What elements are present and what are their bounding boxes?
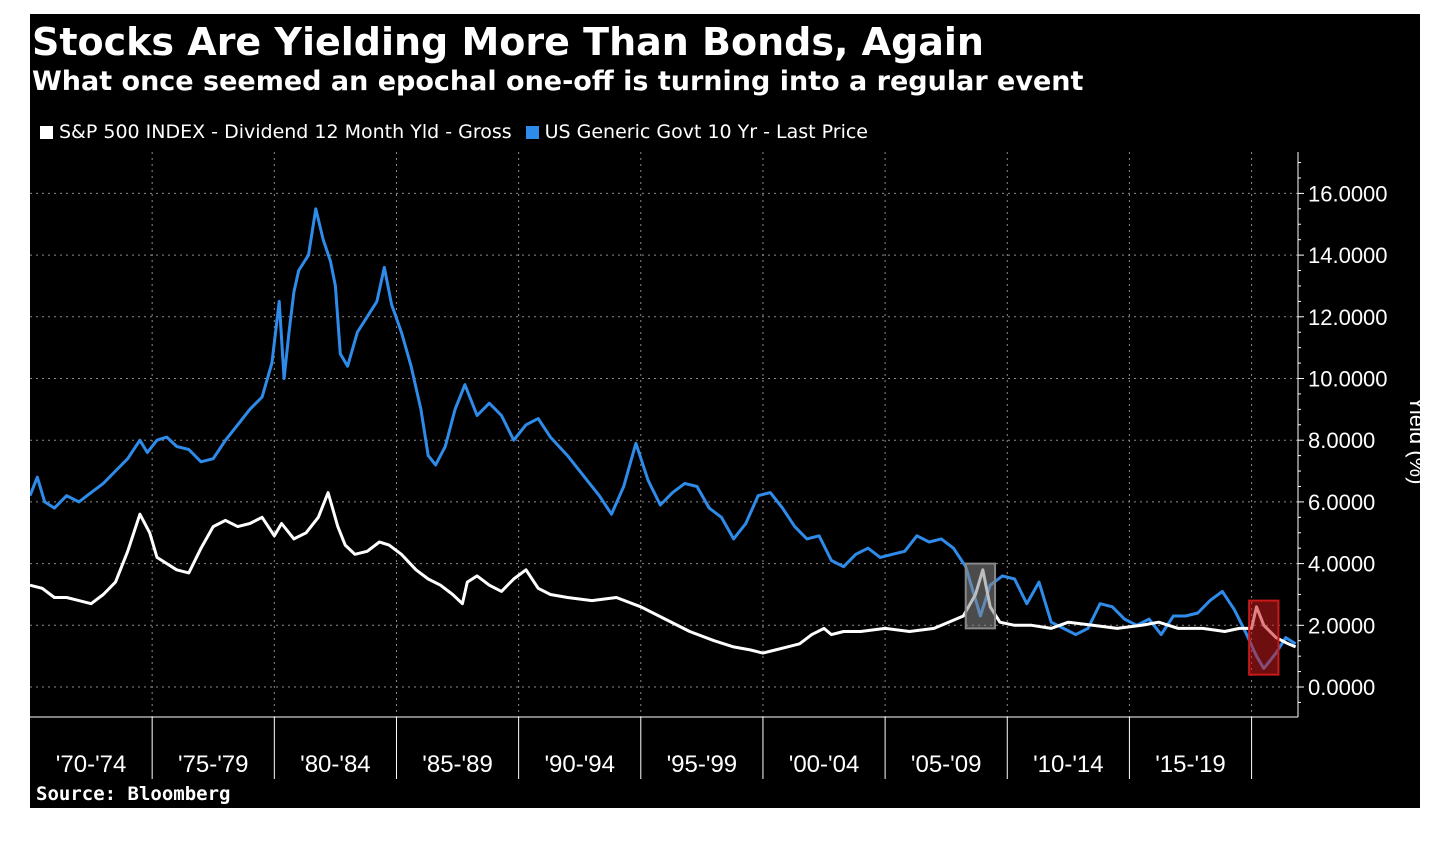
x-group-label: '95-'99: [667, 751, 738, 778]
series-line-sp500: [30, 491, 1297, 655]
x-group-label: '80-'84: [300, 751, 371, 778]
x-group-label: '00-'04: [789, 751, 860, 778]
y-tick-label: 2.0000: [1308, 613, 1375, 638]
series-line-us10y: [30, 207, 1297, 670]
x-group-label: '70-'74: [56, 751, 127, 778]
legend-swatch-sp500: [40, 125, 53, 139]
y-tick-label: 6.0000: [1308, 490, 1375, 515]
x-group-label: '90-'94: [544, 751, 615, 778]
chart-title: Stocks Are Yielding More Than Bonds, Aga…: [32, 20, 984, 64]
legend-label-us10y: US Generic Govt 10 Yr - Last Price: [544, 121, 868, 143]
chart-subtitle: What once seemed an epochal one-off is t…: [32, 66, 1084, 97]
source-note: Source: Bloomberg: [36, 783, 231, 805]
legend-item-us10y: US Generic Govt 10 Yr - Last Price: [525, 120, 868, 144]
x-group-label: '15-'19: [1155, 751, 1226, 778]
x-group-label: '10-'14: [1033, 751, 1104, 778]
legend-label-sp500: S&P 500 INDEX - Dividend 12 Month Yld - …: [59, 121, 512, 143]
y-axis-label: Yield (%): [1405, 396, 1420, 484]
x-group-label: '75-'79: [178, 751, 249, 778]
y-tick-label: 12.0000: [1308, 305, 1388, 330]
highlight-box-2008: [964, 562, 997, 630]
x-group-label: '85-'89: [422, 751, 493, 778]
chart-svg: 0.0000 2.0000 4.0000 6.0000 8.0000 10.0000 12.…: [30, 152, 1420, 779]
x-group-label: '05-'09: [911, 751, 982, 778]
y-tick-label: 8.0000: [1308, 428, 1375, 453]
y-tick-label: 4.0000: [1308, 552, 1375, 577]
highlight-box-2020: [1248, 599, 1280, 676]
legend-item-sp500: S&P 500 INDEX - Dividend 12 Month Yld - …: [40, 120, 512, 144]
chart-frame: Stocks Are Yielding More Than Bonds, Aga…: [30, 14, 1420, 808]
y-tick-label: 14.0000: [1308, 243, 1388, 268]
y-tick-label: 10.0000: [1308, 367, 1388, 392]
legend: S&P 500 INDEX - Dividend 12 Month Yld - …: [40, 120, 882, 144]
y-tick-label: 0.0000: [1308, 675, 1375, 700]
y-tick-label: 16.0000: [1308, 181, 1388, 206]
legend-swatch-us10y: [525, 125, 539, 139]
